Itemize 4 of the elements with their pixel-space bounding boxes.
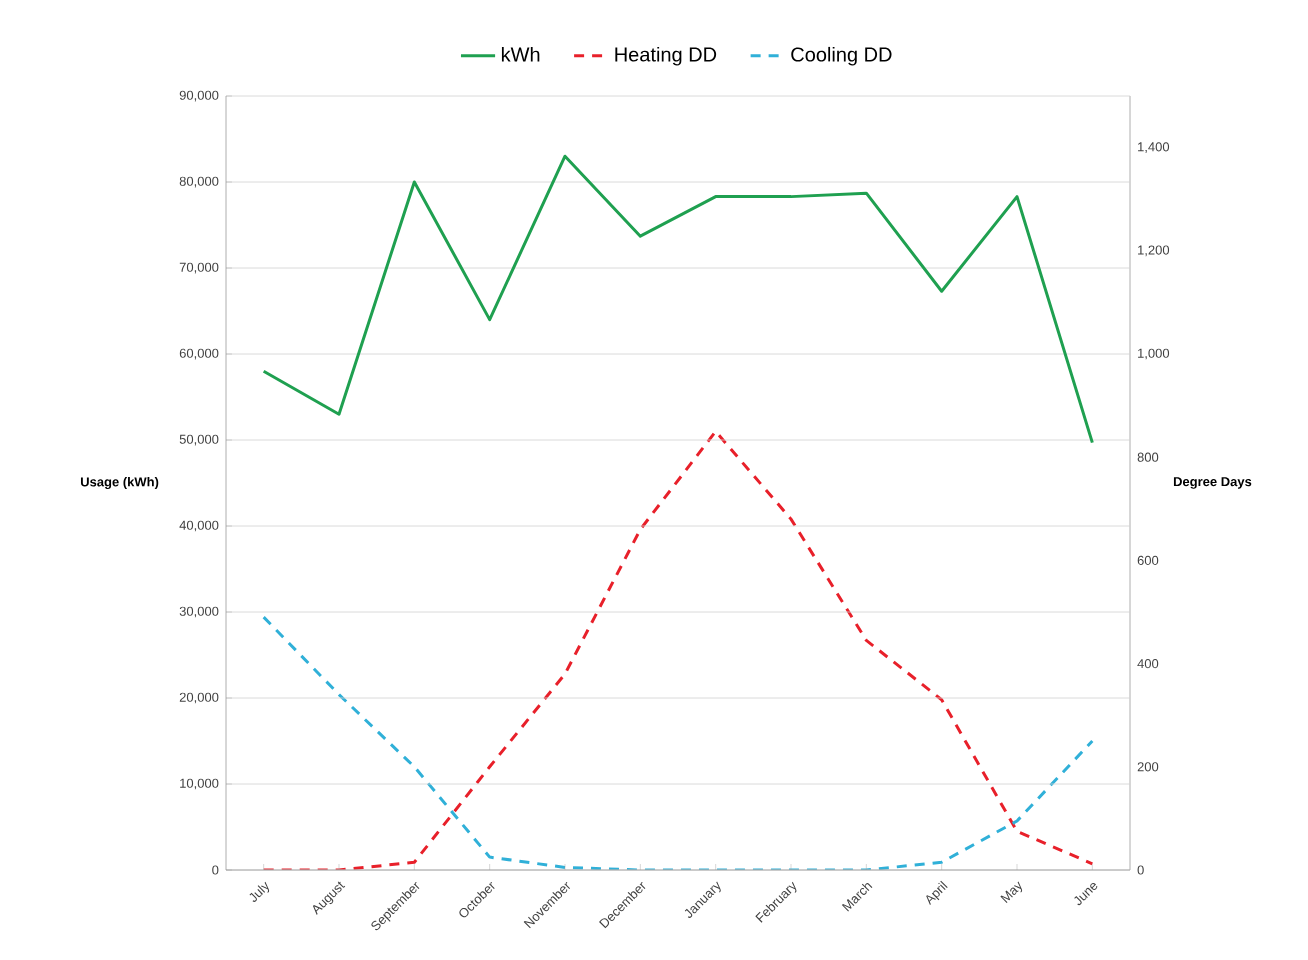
legend-label: Cooling DD [791, 46, 892, 66]
legend-label: Heating DD [615, 46, 717, 66]
legend-label: kWh [501, 46, 540, 62]
line-series [262, 154, 1094, 445]
